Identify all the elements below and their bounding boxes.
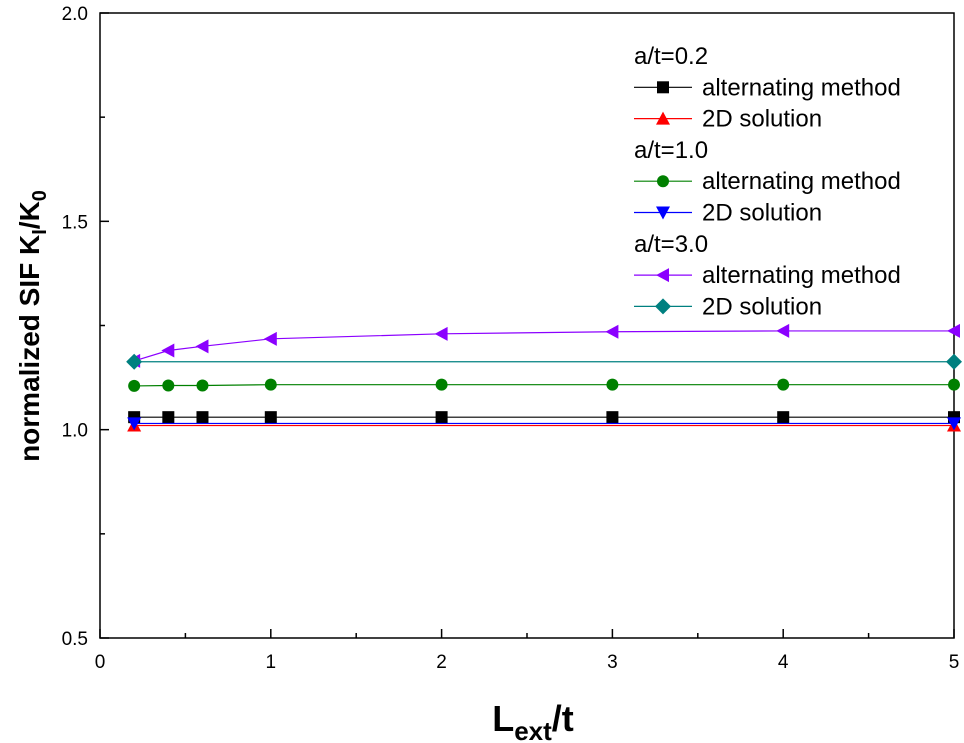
data-point bbox=[434, 326, 448, 341]
data-point bbox=[264, 411, 277, 424]
legend-marker bbox=[656, 268, 669, 283]
x-tick-label: 4 bbox=[778, 652, 789, 673]
x-tick-label: 5 bbox=[949, 652, 960, 673]
data-point bbox=[946, 353, 962, 370]
data-point bbox=[776, 323, 790, 338]
data-point bbox=[435, 411, 448, 424]
legend-label: alternating method bbox=[702, 168, 901, 195]
data-point bbox=[196, 379, 209, 392]
data-point bbox=[777, 378, 790, 391]
legend: a/t=0.2 alternating method 2D solution a/t=… bbox=[634, 43, 901, 320]
legend-marker bbox=[655, 298, 671, 315]
data-point bbox=[777, 411, 790, 424]
legend-item: alternating method bbox=[634, 262, 901, 289]
data-point bbox=[126, 353, 143, 370]
data-point bbox=[195, 339, 209, 354]
y-axis-label-sub2: 0 bbox=[29, 190, 51, 201]
y-tick-label: 2.0 bbox=[62, 4, 88, 25]
series-0 bbox=[128, 411, 960, 424]
series-1 bbox=[127, 418, 961, 432]
legend-label: alternating method bbox=[702, 74, 901, 101]
series-line bbox=[133, 330, 954, 362]
series-3 bbox=[127, 417, 961, 431]
data-point bbox=[161, 343, 175, 358]
x-tick-label: 0 bbox=[95, 652, 106, 673]
x-tick-label: 1 bbox=[266, 652, 277, 673]
data-point bbox=[263, 331, 277, 346]
y-axis-label: normalized SIF KI/K0 bbox=[14, 190, 51, 462]
y-axis-label-sub1: I bbox=[29, 229, 51, 235]
legend-item: 2D solution bbox=[634, 106, 822, 133]
legend-label: alternating method bbox=[702, 262, 901, 289]
legend-item: 2D solution bbox=[634, 293, 822, 320]
x-tick-label: 2 bbox=[436, 652, 447, 673]
x-tick-label: 3 bbox=[607, 652, 618, 673]
legend-marker bbox=[656, 206, 670, 220]
data-point bbox=[605, 324, 619, 339]
data-point bbox=[162, 379, 175, 392]
axes-frame bbox=[99, 12, 955, 639]
legend-group-title: a/t=3.0 bbox=[634, 231, 708, 258]
legend-item: 2D solution bbox=[634, 200, 822, 227]
data-point bbox=[606, 411, 619, 424]
legend-label: 2D solution bbox=[702, 106, 822, 133]
legend-label: 2D solution bbox=[702, 200, 822, 227]
legend-marker bbox=[657, 81, 669, 94]
legend-marker bbox=[656, 111, 670, 125]
y-tick-label: 1.0 bbox=[62, 421, 88, 442]
legend-item: alternating method bbox=[634, 74, 901, 101]
data-point bbox=[128, 379, 141, 392]
data-point bbox=[948, 378, 960, 391]
x-axis-label-sub: ext bbox=[514, 716, 552, 743]
ticks: 0 1 2 3 4 5 0.5 1.0 1.5 2.0 bbox=[62, 4, 960, 673]
y-axis-label-part2: /K bbox=[14, 201, 45, 229]
y-tick-label: 0.5 bbox=[62, 629, 88, 650]
data-point bbox=[127, 417, 142, 431]
data-point bbox=[947, 417, 961, 431]
data-point bbox=[162, 411, 175, 424]
data-point bbox=[606, 378, 619, 391]
series-layer bbox=[126, 323, 962, 432]
series-2 bbox=[128, 378, 960, 392]
legend-item: alternating method bbox=[634, 168, 901, 195]
legend-label: 2D solution bbox=[702, 293, 822, 320]
legend-group-title: a/t=0.2 bbox=[634, 43, 708, 70]
legend-group-title: a/t=1.0 bbox=[634, 137, 708, 164]
y-tick-label: 1.5 bbox=[62, 212, 88, 233]
series-5 bbox=[126, 353, 962, 370]
y-axis-label-part1: normalized SIF K bbox=[14, 235, 45, 462]
data-point bbox=[435, 378, 448, 391]
x-axis-label-main: L bbox=[492, 698, 514, 739]
series-line bbox=[134, 384, 954, 387]
legend-marker bbox=[657, 175, 669, 188]
data-point bbox=[196, 411, 209, 424]
data-point bbox=[264, 378, 277, 391]
x-axis-label-rest: /t bbox=[552, 698, 574, 739]
plot-frame bbox=[99, 12, 955, 639]
data-point bbox=[947, 323, 960, 338]
x-axis-label: Lext/t bbox=[492, 698, 574, 743]
